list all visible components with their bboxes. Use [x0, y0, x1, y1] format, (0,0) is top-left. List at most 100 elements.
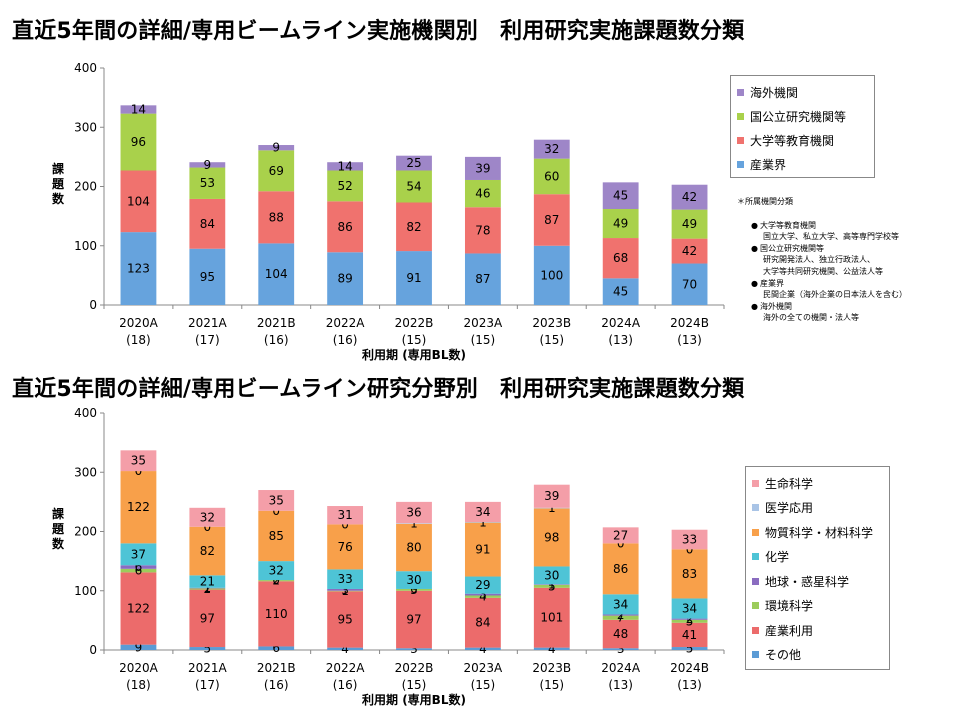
note-desc-overseas: 海外の全ての機関・法人等 [763, 313, 859, 323]
bar-segment [189, 167, 226, 199]
legend-swatch [752, 651, 759, 659]
bar-value-label: 39 [475, 161, 490, 175]
bar-segment [327, 252, 364, 305]
bar-segment [602, 543, 639, 595]
page-title-field: 直近5年間の詳細/専用ビームライン研究分野別 利用研究実施課題数分類 [12, 377, 745, 402]
bar-value-label: 0 [341, 517, 349, 531]
legend-label: 地球・惑星科学 [765, 574, 850, 589]
bar-segment [396, 590, 432, 649]
note-category-university: 大学等教育機関 [737, 220, 907, 232]
bar-value-label: 3 [410, 583, 418, 597]
bar-segment [671, 598, 708, 619]
bar-segment [120, 644, 157, 650]
bar-segment [327, 162, 364, 171]
bar-segment [396, 170, 432, 203]
bar-value-label: 32 [200, 510, 215, 524]
bar-segment [602, 615, 639, 620]
legend-item: 産業利用 [752, 618, 883, 643]
bar-segment [464, 595, 501, 598]
bar-value-label: 2 [204, 582, 212, 596]
y-tick-label: 200 [74, 180, 97, 194]
bar-segment [464, 593, 501, 596]
bar-segment [120, 471, 157, 544]
x-tick-label: 2021B [257, 316, 296, 330]
legend-label: その他 [765, 648, 802, 663]
bar-segment [120, 232, 157, 305]
bar-segment [464, 597, 501, 648]
bar-segment [533, 484, 570, 508]
bar-segment [327, 524, 364, 570]
bar-segment [671, 622, 708, 648]
bar-value-label: 1 [204, 581, 212, 595]
bar-segment [533, 507, 570, 509]
legend-item: 環境科学 [752, 594, 883, 619]
x-tick-label: 2021B [257, 661, 296, 675]
notes-heading: ＊所属機関分類 [737, 197, 793, 206]
bar-segment [120, 543, 157, 566]
bar-value-label: 27 [613, 528, 628, 542]
bar-value-label: 53 [200, 176, 215, 190]
bar-value-label: 6 [135, 564, 143, 578]
bar-segment [396, 523, 432, 524]
legend-org: 海外機関 国公立研究機関等 大学等教育機関 産業界 [730, 75, 875, 178]
bar-segment [258, 561, 295, 581]
bar-value-label: 2 [686, 612, 694, 626]
bar-segment [189, 248, 226, 305]
legend-swatch [752, 626, 759, 634]
bar-value-label: 0 [686, 542, 694, 556]
bar-segment [396, 523, 432, 572]
bar-segment [327, 647, 364, 650]
bar-segment [258, 581, 295, 647]
legend-item: 物質科学・材料科学 [752, 520, 883, 545]
bar-value-label: 78 [475, 223, 490, 237]
bar-segment [533, 139, 570, 159]
x-tick-sublabel: (16) [333, 678, 358, 692]
chart-field: 0100200300400課題数912266371220352020A(18)5… [52, 406, 725, 707]
bar-value-label: 46 [475, 187, 490, 201]
bar-segment [189, 647, 226, 650]
notes-org-classification: ＊所属機関分類 大学等教育機関 国立大学、私立大学、高等専門学校等 国公立研究機… [737, 196, 907, 324]
bar-value-label: 34 [475, 505, 490, 519]
bar-value-label: 1 [341, 584, 349, 598]
bar-segment [671, 647, 708, 650]
x-axis-title: 利用期 (専用BL数) [362, 347, 466, 362]
legend-label: 化学 [765, 550, 790, 565]
x-tick-sublabel: (15) [471, 678, 496, 692]
x-tick-sublabel: (16) [264, 678, 289, 692]
bar-segment [258, 490, 295, 511]
bar-segment [120, 113, 157, 171]
bar-value-label: 14 [131, 102, 146, 116]
bar-segment [327, 170, 364, 202]
bar-value-label: 88 [269, 210, 284, 224]
bar-segment [533, 587, 570, 648]
legend-item: その他 [752, 643, 883, 668]
bar-segment [327, 569, 364, 589]
x-tick-sublabel: (18) [126, 333, 151, 347]
bar-segment [120, 568, 157, 573]
bar-segment [533, 566, 570, 585]
y-tick-label: 400 [74, 61, 97, 75]
x-tick-sublabel: (16) [333, 333, 358, 347]
bar-segment [396, 155, 432, 171]
bar-segment [464, 179, 501, 208]
x-tick-sublabel: (17) [195, 678, 220, 692]
bar-value-label: 34 [682, 602, 697, 616]
bar-value-label: 1 [548, 501, 556, 515]
bar-value-label: 33 [337, 572, 352, 586]
bar-segment [189, 589, 226, 648]
legend-item: 国公立研究機関等 [737, 104, 868, 128]
x-tick-label: 2022B [395, 661, 434, 675]
note-category-industry: 産業界 [737, 278, 907, 290]
legend-item: 地球・惑星科学 [752, 569, 883, 594]
bar-value-label: 97 [200, 611, 215, 625]
bar-value-label: 5 [548, 579, 556, 593]
bar-segment [464, 647, 501, 650]
bar-value-label: 32 [269, 564, 284, 578]
legend-field: 生命科学 医学応用 物質科学・材料科学 化学 地球・惑星科学 環境科学 産業利用 その他 [745, 466, 890, 670]
bar-value-label: 9 [272, 141, 280, 155]
bar-value-label: 42 [682, 190, 697, 204]
bar-value-label: 35 [131, 454, 146, 468]
bar-segment [396, 571, 432, 589]
bar-segment [258, 243, 295, 305]
bar-segment [533, 584, 570, 588]
